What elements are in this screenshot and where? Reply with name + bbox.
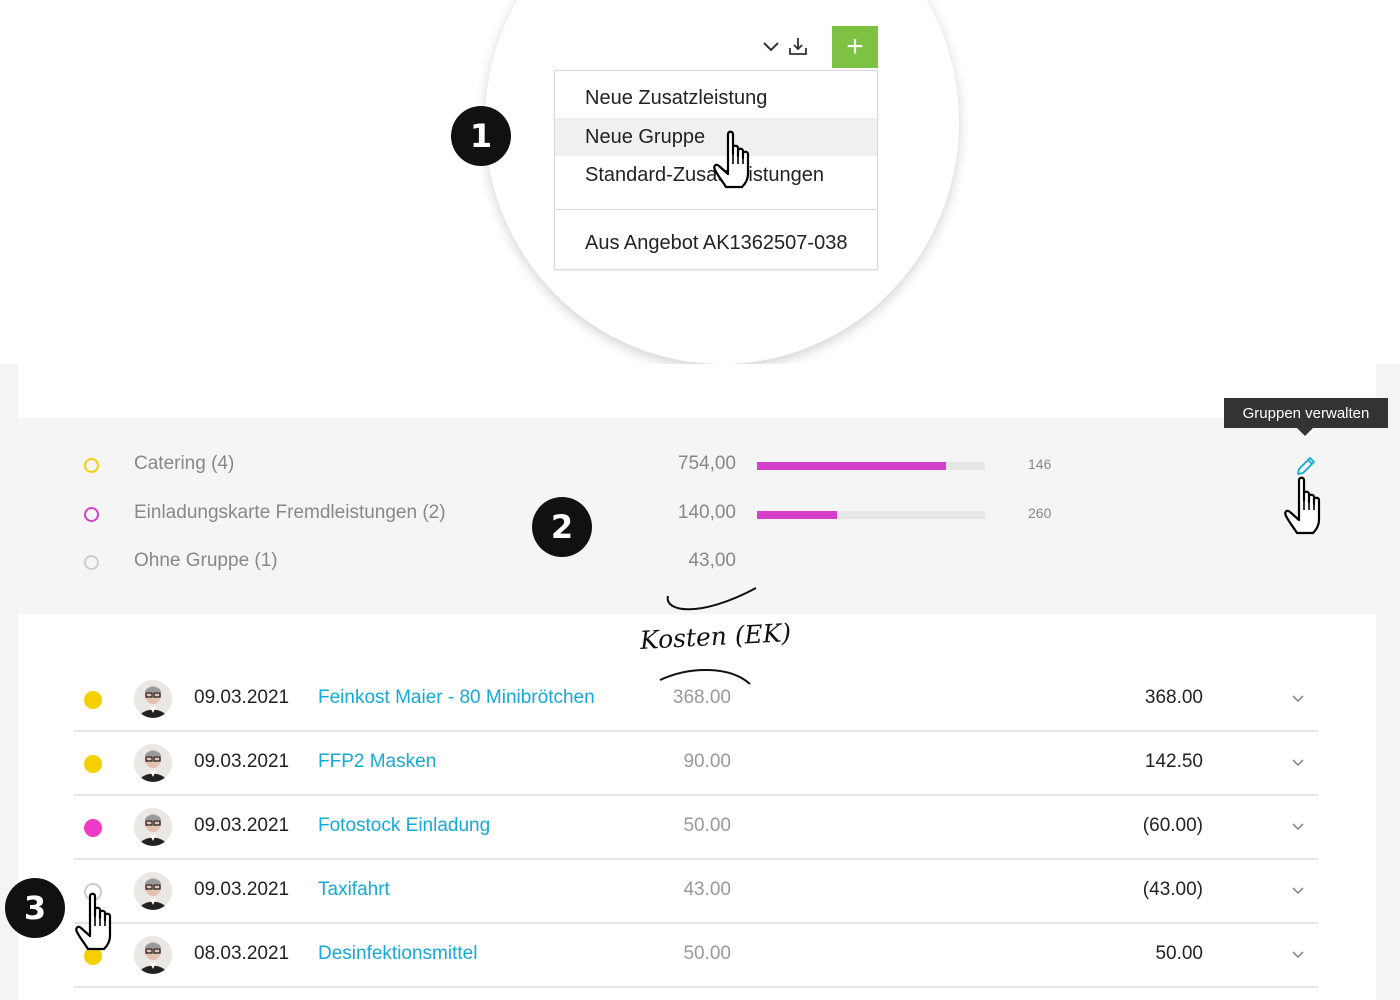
item-cost: 90.00 bbox=[683, 751, 731, 772]
item-title-link[interactable]: FFP2 Masken bbox=[318, 751, 437, 772]
group-count: 146 bbox=[1028, 456, 1052, 472]
item-date: 09.03.2021 bbox=[194, 751, 290, 772]
add-dropdown-menu: Neue Zusatzleistung Neue Gruppe Standard… bbox=[554, 70, 878, 270]
item-cost: 368.00 bbox=[672, 687, 731, 708]
annotation-brackets bbox=[659, 587, 757, 685]
chevron-down-icon[interactable] bbox=[1290, 754, 1306, 770]
add-button[interactable]: + bbox=[832, 26, 878, 68]
table-row[interactable]: 09.03.2021 Feinkost Maier - 80 Minibrötch… bbox=[74, 668, 1318, 732]
avatar bbox=[134, 936, 172, 974]
item-price: 368.00 bbox=[1144, 687, 1203, 708]
group-name: Catering (4) bbox=[134, 453, 235, 474]
item-title-link[interactable]: Desinfektionsmittel bbox=[318, 943, 478, 964]
group-progress-fill bbox=[757, 511, 837, 519]
chevron-down-icon[interactable] bbox=[1290, 690, 1306, 706]
table-row[interactable]: 09.03.2021 Taxifahrt 43.00 (43.00) bbox=[74, 860, 1318, 924]
pencil-icon[interactable] bbox=[1294, 454, 1318, 478]
chevron-down-icon[interactable] bbox=[1290, 818, 1306, 834]
avatar bbox=[134, 744, 172, 782]
menu-item-neue-zusatzleistung[interactable]: Neue Zusatzleistung bbox=[585, 87, 768, 109]
hand-cursor-icon bbox=[75, 892, 112, 951]
row-divider bbox=[74, 986, 1318, 988]
panel-edge-right bbox=[1376, 364, 1400, 1000]
group-name: Einladungskarte Fremdleistungen (2) bbox=[134, 502, 446, 523]
group-progress-bar bbox=[757, 511, 985, 519]
group-row-einladungskarte[interactable]: Einladungskarte Fremdleistungen (2) 140,… bbox=[18, 496, 1376, 536]
step-badge-3: 3 bbox=[5, 878, 65, 938]
panel-edge-left bbox=[0, 364, 18, 1000]
hand-cursor-icon bbox=[713, 130, 750, 189]
group-row-catering[interactable]: Catering (4) 754,00 146 bbox=[18, 447, 1376, 487]
group-color-dot[interactable] bbox=[84, 819, 102, 837]
tooltip-arrow bbox=[1297, 428, 1313, 436]
group-amount: 140,00 bbox=[677, 502, 736, 523]
table-row[interactable]: 09.03.2021 Fotostock Einladung 50.00 (60.00… bbox=[74, 796, 1318, 860]
item-cost: 50.00 bbox=[683, 943, 731, 964]
chevron-down-icon[interactable] bbox=[1290, 882, 1306, 898]
row-divider bbox=[74, 858, 1318, 860]
item-title-link[interactable]: Fotostock Einladung bbox=[318, 815, 491, 836]
menu-item-aus-angebot[interactable]: Aus Angebot AK1362507-038 bbox=[585, 232, 848, 254]
group-count: 260 bbox=[1028, 505, 1052, 521]
item-title-link[interactable]: Taxifahrt bbox=[318, 879, 390, 900]
avatar bbox=[134, 872, 172, 910]
item-price: (43.00) bbox=[1142, 879, 1203, 900]
avatar bbox=[134, 808, 172, 846]
item-title-link[interactable]: Feinkost Maier - 80 Minibrötchen bbox=[318, 687, 595, 708]
chevron-down-icon[interactable] bbox=[1290, 946, 1306, 962]
group-progress-fill bbox=[757, 462, 947, 470]
group-row-ohne-gruppe[interactable]: Ohne Gruppe (1) 43,00 bbox=[18, 544, 1376, 584]
table-row[interactable]: 09.03.2021 FFP2 Masken 90.00 142.50 bbox=[74, 732, 1318, 796]
menu-item-standard-zusatzleistungen[interactable]: Standard-Zusatzleistungen bbox=[585, 164, 825, 186]
step-badge-2: 2 bbox=[532, 497, 592, 557]
row-divider bbox=[74, 922, 1318, 924]
chevron-down-icon[interactable] bbox=[760, 36, 782, 58]
group-color-circle bbox=[84, 507, 99, 522]
item-date: 09.03.2021 bbox=[194, 687, 290, 708]
plus-icon: + bbox=[846, 30, 864, 63]
item-price: (60.00) bbox=[1142, 815, 1203, 836]
item-price: 50.00 bbox=[1155, 943, 1203, 964]
group-color-circle bbox=[84, 458, 99, 473]
item-date: 09.03.2021 bbox=[194, 879, 290, 900]
item-date: 09.03.2021 bbox=[194, 815, 290, 836]
item-cost: 50.00 bbox=[683, 815, 731, 836]
group-name: Ohne Gruppe (1) bbox=[134, 550, 278, 571]
group-color-circle bbox=[84, 555, 99, 570]
menu-item-neue-gruppe[interactable]: Neue Gruppe bbox=[555, 118, 877, 156]
group-color-dot[interactable] bbox=[84, 691, 102, 709]
handwritten-annotation: Kosten (EK) bbox=[630, 582, 800, 692]
group-progress-bar bbox=[757, 462, 985, 470]
row-divider bbox=[74, 794, 1318, 796]
group-amount: 754,00 bbox=[677, 453, 736, 474]
tooltip-gruppen-verwalten: Gruppen verwalten bbox=[1224, 398, 1388, 428]
item-price: 142.50 bbox=[1144, 751, 1203, 772]
menu-divider bbox=[555, 209, 877, 210]
download-icon[interactable] bbox=[786, 34, 810, 58]
group-color-dot[interactable] bbox=[84, 755, 102, 773]
row-divider bbox=[74, 730, 1318, 732]
group-summary: Catering (4) 754,00 146 Einladungskarte … bbox=[18, 418, 1376, 614]
item-cost: 43.00 bbox=[683, 879, 731, 900]
item-date: 08.03.2021 bbox=[194, 943, 290, 964]
avatar bbox=[134, 680, 172, 718]
group-amount: 43,00 bbox=[688, 550, 736, 571]
table-row[interactable]: 08.03.2021 Desinfektionsmittel 50.00 50.00 bbox=[74, 924, 1318, 988]
group-color-dot[interactable] bbox=[84, 947, 102, 965]
hand-cursor-icon bbox=[1284, 476, 1321, 535]
step-badge-1: 1 bbox=[451, 106, 511, 166]
